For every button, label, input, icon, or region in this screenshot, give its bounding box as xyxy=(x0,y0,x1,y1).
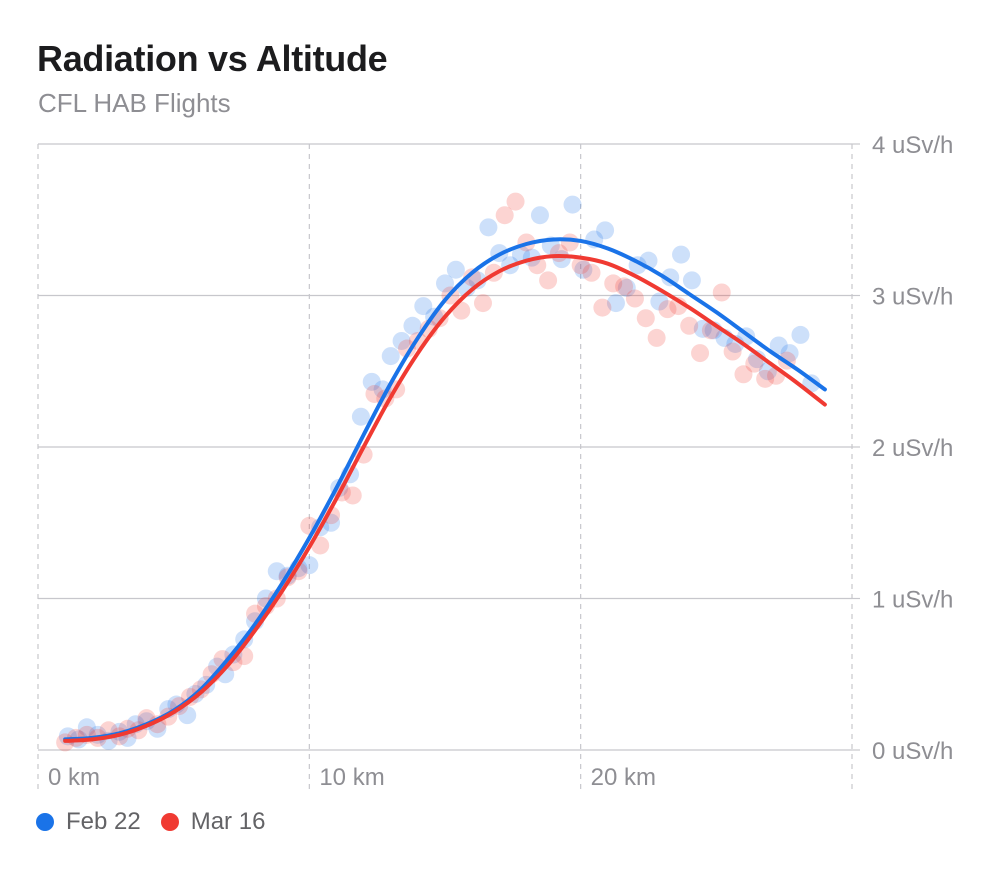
scatter-point-feb-22 xyxy=(414,297,433,316)
scatter-point-feb-22 xyxy=(436,274,454,293)
scatter-point-feb-22 xyxy=(178,706,197,725)
legend-item-feb-22: Feb 22 xyxy=(36,808,141,836)
legend-dot-mar-16 xyxy=(160,813,179,831)
x-tick-label: 20 km xyxy=(591,764,656,791)
scatter-point-mar-16 xyxy=(680,316,699,335)
scatter-point-mar-16 xyxy=(495,206,514,225)
y-tick-label: 1 uSv/h xyxy=(872,587,953,614)
scatter-point-mar-16 xyxy=(311,536,330,555)
scatter-point-feb-22 xyxy=(468,271,487,290)
scatter-point-feb-22 xyxy=(392,331,411,350)
scatter-point-mar-16 xyxy=(604,274,623,293)
scatter-point-mar-16 xyxy=(615,277,634,296)
y-tick-label: 2 uSv/h xyxy=(872,435,953,462)
scatter-point-mar-16 xyxy=(691,344,710,363)
y-tick-label: 4 uSv/h xyxy=(872,132,953,159)
scatter-point-feb-22 xyxy=(381,347,400,366)
chart-subtitle: CFL HAB Flights xyxy=(38,88,231,118)
scatter-point-mar-16 xyxy=(712,283,731,302)
scatter-point-mar-16 xyxy=(745,354,764,373)
chart-legend: Feb 22 Mar 16 xyxy=(36,808,285,836)
x-tick-label: 10 km xyxy=(319,764,384,791)
legend-item-mar-16: Mar 16 xyxy=(160,808,266,836)
scatter-point-feb-22 xyxy=(479,218,498,237)
scatter-point-mar-16 xyxy=(571,256,590,275)
scatter-point-mar-16 xyxy=(473,294,492,313)
scatter-point-mar-16 xyxy=(343,486,362,505)
scatter-point-mar-16 xyxy=(593,298,612,317)
scatter-point-mar-16 xyxy=(658,300,677,319)
scatter-point-mar-16 xyxy=(647,328,666,347)
y-tick-label: 3 uSv/h xyxy=(872,284,953,311)
scatter-point-feb-22 xyxy=(267,562,286,581)
scatter-point-feb-22 xyxy=(530,206,549,225)
scatter-point-mar-16 xyxy=(506,192,525,211)
scatter-point-feb-22 xyxy=(693,319,712,338)
scatter-point-feb-22 xyxy=(650,292,669,311)
scatter-point-feb-22 xyxy=(617,278,636,297)
scatter-point-mar-16 xyxy=(625,289,644,308)
scatter-point-mar-16 xyxy=(365,384,384,403)
scatter-point-feb-22 xyxy=(672,245,691,264)
scatter-point-mar-16 xyxy=(636,309,655,328)
scatter-point-feb-22 xyxy=(596,221,615,240)
scatter-point-feb-22 xyxy=(351,407,370,426)
scatter-point-mar-16 xyxy=(539,271,558,290)
scatter-point-mar-16 xyxy=(734,365,753,384)
scatter-point-mar-16 xyxy=(756,369,775,388)
scatter-point-feb-22 xyxy=(606,294,625,313)
scatter-point-feb-22 xyxy=(77,718,96,737)
scatter-point-feb-22 xyxy=(300,556,319,575)
legend-label-mar-16: Mar 16 xyxy=(190,808,266,835)
scatter-point-mar-16 xyxy=(723,342,742,361)
scatter-point-feb-22 xyxy=(362,372,381,391)
x-tick-label: 0 km xyxy=(48,764,100,791)
trend-line-mar-16 xyxy=(63,253,827,743)
scatter-point-feb-22 xyxy=(446,260,465,279)
scatter-point-mar-16 xyxy=(582,263,601,282)
y-tick-label: 0 uSv/h xyxy=(872,738,953,765)
scatter-point-feb-22 xyxy=(682,271,701,290)
scatter-point-feb-22 xyxy=(791,325,810,344)
scatter-point-feb-22 xyxy=(769,336,788,355)
chart-title: Radiation vs Altitude xyxy=(37,38,388,79)
scatter-point-feb-22 xyxy=(403,316,422,335)
scatter-point-mar-16 xyxy=(398,339,417,358)
scatter-point-mar-16 xyxy=(560,233,579,252)
scatter-point-feb-22 xyxy=(563,195,582,214)
legend-dot-feb-22 xyxy=(36,813,54,831)
scatter-point-feb-22 xyxy=(574,260,593,279)
legend-label-feb-22: Feb 22 xyxy=(66,808,141,835)
scatter-point-feb-22 xyxy=(780,344,799,363)
scatter-point-mar-16 xyxy=(463,268,482,287)
